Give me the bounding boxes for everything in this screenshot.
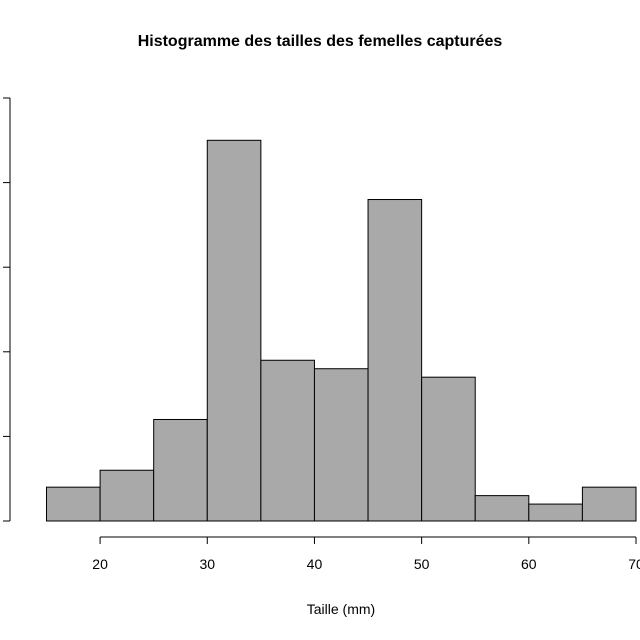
histogram-bar-6 [367,199,423,522]
histogram-bar-1 [99,469,155,522]
histogram-bar-4 [260,359,315,522]
x-tick-label-5: 70 [628,556,640,572]
histogram-bar-9 [528,503,583,522]
chart-title: Histogramme des tailles des femelles cap… [137,33,503,50]
histogram-bar-3 [206,139,262,522]
x-tick-label-4: 60 [521,556,537,572]
x-axis-label: Taille (mm) [307,601,375,617]
y-axis [3,97,11,522]
histogram-bar-7 [421,376,476,522]
x-tick-label-2: 40 [307,556,323,572]
histogram-bar-0 [46,486,101,522]
histogram-bar-2 [153,418,208,522]
histogram-bar-8 [474,495,530,522]
x-tick-label-0: 20 [92,556,108,572]
x-tick-label-1: 30 [199,556,215,572]
x-tick-label-3: 50 [414,556,430,572]
histogram-bar-10 [581,486,637,522]
bars-group [46,139,637,522]
histogram-bar-5 [313,368,369,522]
x-axis: 20 30 40 50 60 70 [92,536,640,572]
